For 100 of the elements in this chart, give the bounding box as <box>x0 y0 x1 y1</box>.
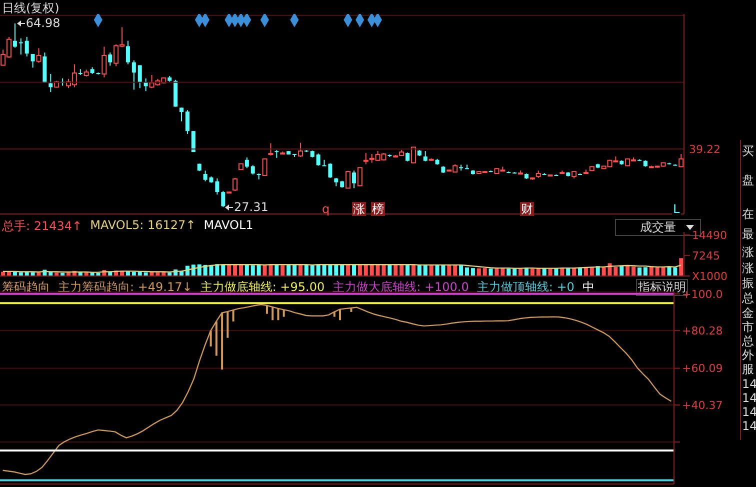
text: 市 <box>742 320 754 334</box>
candlestick <box>215 178 220 195</box>
bar <box>334 264 338 276</box>
text: 总 <box>742 291 754 305</box>
candlestick <box>132 60 136 90</box>
text: MAVOL5 <box>90 218 140 232</box>
bar <box>340 264 344 276</box>
candlestick <box>102 46 107 78</box>
bar <box>453 265 458 276</box>
annotation: 榜 <box>372 202 384 216</box>
bar <box>411 264 416 276</box>
bar <box>244 264 249 276</box>
bar <box>298 264 302 276</box>
bar <box>370 264 374 276</box>
candlestick <box>108 52 112 66</box>
candlestick <box>346 170 351 190</box>
bar <box>215 321 218 356</box>
bar <box>339 309 341 320</box>
ref-line-label: 39.22 <box>689 142 720 156</box>
bar <box>304 264 308 276</box>
bar <box>364 264 368 276</box>
candlestick <box>363 152 368 165</box>
bar <box>482 268 487 276</box>
candlestick <box>144 78 148 92</box>
annotation: 财 <box>521 202 533 216</box>
text: 涨 <box>742 261 754 275</box>
bar <box>459 264 464 276</box>
bar <box>277 308 280 320</box>
candlestick <box>262 158 268 176</box>
bar <box>250 265 255 276</box>
bar <box>272 306 274 320</box>
bar <box>643 267 648 276</box>
bar <box>423 264 428 276</box>
annotation: 中 <box>582 279 594 296</box>
bar <box>488 268 493 276</box>
annotation: MAVOL1 <box>204 218 254 234</box>
candlestick <box>298 142 303 158</box>
annotation: L <box>673 202 680 216</box>
bar <box>310 265 314 276</box>
bar <box>256 264 261 276</box>
candlestick <box>18 38 23 55</box>
annotation: 64.98 <box>26 16 60 30</box>
bar <box>679 258 684 276</box>
annotation: : 16127↑ <box>140 218 196 232</box>
annotation: q <box>322 202 330 216</box>
bar <box>346 264 350 276</box>
candlestick <box>48 74 53 93</box>
bar <box>233 264 238 276</box>
text: 在 <box>742 207 754 221</box>
y-tick-label: X1000 <box>692 270 728 283</box>
bar <box>388 264 392 276</box>
bar <box>470 268 475 276</box>
candlestick <box>126 40 130 65</box>
bar <box>400 264 404 276</box>
candlestick <box>138 64 142 89</box>
bar <box>429 265 434 276</box>
candlestick <box>232 177 238 192</box>
text: 金 <box>742 306 754 320</box>
y-tick-label: +80.28 <box>682 324 723 338</box>
candlestick <box>357 166 362 187</box>
text: 振 <box>742 276 754 290</box>
text: 服 <box>742 362 754 376</box>
y-tick-label: 7245 <box>692 249 720 262</box>
candlestick <box>423 150 428 162</box>
bar <box>333 312 336 317</box>
candlestick <box>221 190 226 208</box>
candlestick <box>352 170 356 189</box>
bar <box>282 310 285 317</box>
bar <box>226 312 229 338</box>
candlestick <box>244 156 249 169</box>
bar <box>530 268 534 276</box>
candlestick <box>274 150 279 158</box>
bar <box>232 310 234 322</box>
bar <box>350 308 352 312</box>
bar <box>221 312 224 370</box>
chart-title: 日线(复权) <box>2 0 60 17</box>
annotation: 涨 <box>353 202 365 216</box>
text: 总 <box>742 334 754 348</box>
bar <box>673 267 678 276</box>
bar <box>632 266 636 276</box>
bar <box>274 264 279 276</box>
text: 最 <box>742 227 754 241</box>
bar <box>614 266 618 276</box>
annotation: : +49.17↓ <box>130 280 192 294</box>
line-series <box>2 264 682 273</box>
annotation: 27.31 <box>234 200 268 214</box>
text: 买 <box>742 144 754 158</box>
bar <box>500 268 505 276</box>
text: 外 <box>742 348 754 362</box>
text: 涨 <box>742 245 754 259</box>
bar <box>292 264 297 276</box>
bar <box>506 268 511 276</box>
y-tick-label: +60.09 <box>682 362 723 376</box>
candlestick <box>12 22 17 48</box>
candlestick <box>30 54 35 68</box>
bar <box>280 265 285 276</box>
annotation: 成交量 <box>640 219 676 236</box>
candlestick <box>268 142 274 156</box>
bar <box>465 267 469 276</box>
annotation: : 21434↑ <box>26 219 82 233</box>
